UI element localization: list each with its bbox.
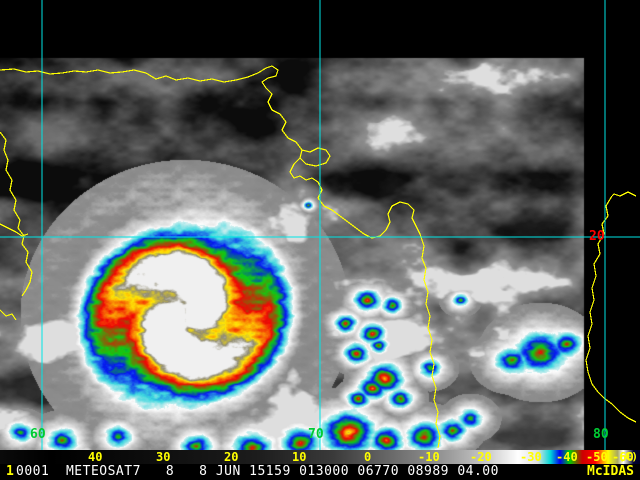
satellite-ir-raster[interactable] xyxy=(0,0,640,450)
colorbar-tick-10: 10 xyxy=(292,450,307,464)
lon-label-70: 70 xyxy=(308,427,324,442)
colorbar-gradient xyxy=(0,450,640,464)
colorbar-tick-30: 30 xyxy=(156,450,171,464)
status-bar: 1 0001 METEOSAT7 8 8 JUN 15159 013000 06… xyxy=(0,464,640,480)
colorbar-tick-neg20: -20 xyxy=(470,450,492,464)
lon-label-80: 80 xyxy=(593,427,609,442)
mcidas-brand-label: McIDAS xyxy=(587,464,634,479)
color-enhancement-bar[interactable]: 40 30 20 10 0 -10 -20 -30 -40 -50 -60 (C) xyxy=(0,450,640,464)
colorbar-tick-0: 0 xyxy=(364,450,372,464)
colorbar-tick-neg60: -60 xyxy=(612,450,634,464)
image-metadata-text: 0001 METEOSAT7 8 8 JUN 15159 013000 0677… xyxy=(16,464,499,479)
colorbar-tick-neg30: -30 xyxy=(520,450,542,464)
frame-number: 1 xyxy=(6,464,14,479)
colorbar-tick-40: 40 xyxy=(88,450,103,464)
colorbar-tick-20: 20 xyxy=(224,450,239,464)
lon-label-60: 60 xyxy=(30,427,46,442)
colorbar-unit-label: (C) xyxy=(618,450,638,463)
colorbar-tick-neg40: -40 xyxy=(556,450,578,464)
colorbar-tick-neg10: -10 xyxy=(418,450,440,464)
satellite-image-area[interactable]: 20 60 70 80 xyxy=(0,0,640,450)
lat-label-20: 20 xyxy=(589,229,605,244)
colorbar-tick-neg50: -50 xyxy=(586,450,608,464)
